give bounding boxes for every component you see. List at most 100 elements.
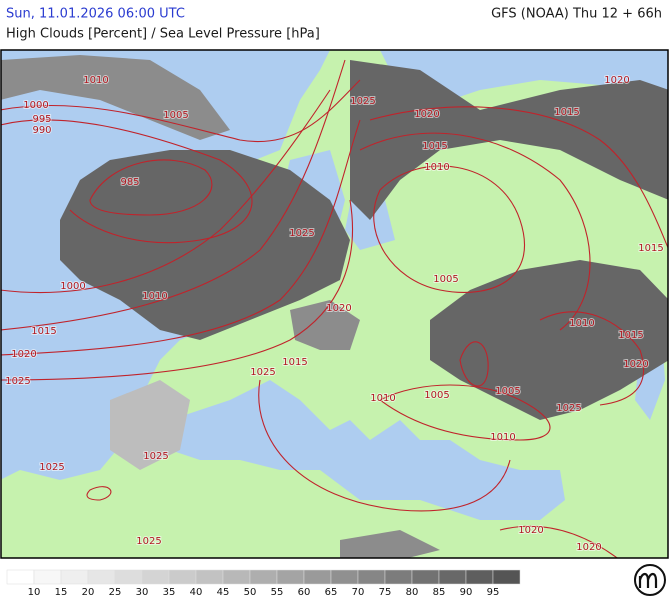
- isobar-label: 1020: [623, 359, 648, 370]
- isobar-label: 985: [120, 177, 139, 188]
- isobar-label: 1005: [433, 274, 458, 285]
- legend-swatch: [60, 569, 89, 585]
- legend-swatch: [222, 569, 251, 585]
- legend-label: 60: [298, 587, 311, 598]
- legend-label: 85: [433, 587, 446, 598]
- isobar-label: 1020: [414, 109, 439, 120]
- isobar-label: 1025: [143, 451, 168, 462]
- map-frame: [0, 49, 669, 559]
- isobar: [258, 379, 511, 512]
- isobar-label: 1015: [31, 326, 56, 337]
- isobar: [1, 89, 331, 294]
- model-info: GFS (NOAA) Thu 12 + 66h: [491, 7, 662, 22]
- isobar-label: 1010: [569, 318, 594, 329]
- isobar-label: 990: [32, 125, 51, 136]
- isobar-label: 1020: [604, 75, 629, 86]
- legend-label: 10: [28, 587, 41, 598]
- isobar-label: 1025: [136, 536, 161, 547]
- isobar-label: 1025: [39, 462, 64, 473]
- logo: [634, 564, 666, 596]
- isobar: [359, 132, 591, 331]
- cloud-band: [60, 150, 350, 340]
- cloud-central: [290, 300, 360, 350]
- isobar: [539, 311, 645, 406]
- isobar-label: 995: [32, 114, 51, 125]
- isobar-label: 1020: [518, 525, 543, 536]
- isobar-label: 1010: [424, 162, 449, 173]
- legend-swatch: [357, 569, 386, 585]
- legend-swatch: [195, 569, 224, 585]
- legend-swatch: [87, 569, 116, 585]
- isobar: [86, 486, 112, 501]
- isobar-label: 1015: [422, 141, 447, 152]
- legend-swatch: [411, 569, 440, 585]
- isobar: [373, 165, 526, 293]
- isobar: [1, 119, 253, 244]
- isobar-label: 1000: [23, 100, 48, 111]
- isobar-label: 1020: [11, 349, 36, 360]
- isobar-label: 1015: [638, 243, 663, 254]
- legend-label: 20: [82, 587, 95, 598]
- legend-label: 30: [136, 587, 149, 598]
- legend-label: 95: [487, 587, 500, 598]
- isobar-label: 1005: [424, 390, 449, 401]
- legend-swatch: [141, 569, 170, 585]
- legend-label: 80: [406, 587, 419, 598]
- legend-swatch: [384, 569, 413, 585]
- legend-label: 55: [271, 587, 284, 598]
- legend-swatch: [303, 569, 332, 585]
- mediterranean: [170, 380, 565, 520]
- isobar-label: 1005: [495, 386, 520, 397]
- legend-label: 45: [217, 587, 230, 598]
- isobar-label: 1015: [554, 107, 579, 118]
- legend-label: 90: [460, 587, 473, 598]
- isobar-label: 1010: [490, 432, 515, 443]
- legend-label: 40: [190, 587, 203, 598]
- legend-label: 75: [379, 587, 392, 598]
- legend-swatch: [114, 569, 143, 585]
- isobar-label: 1015: [618, 330, 643, 341]
- legend-swatch: [276, 569, 305, 585]
- isobar: [459, 341, 489, 387]
- isobar: [379, 384, 551, 441]
- isobar: [1, 119, 361, 356]
- legend-label: 70: [352, 587, 365, 598]
- legend-swatch: [330, 569, 359, 585]
- isobar-label: 1020: [576, 542, 601, 553]
- isobar: [89, 159, 213, 216]
- isobar-label: 1000: [60, 281, 85, 292]
- isobar-label: 1025: [289, 228, 314, 239]
- cloud-northeast: [350, 60, 668, 220]
- isobar-label: 1005: [163, 110, 188, 121]
- isobar-label: 1010: [83, 75, 108, 86]
- isobar-label: 1015: [282, 357, 307, 368]
- legend-swatch: [33, 569, 62, 585]
- run-time: Sun, 11.01.2026 06:00 UTC: [6, 7, 185, 22]
- legend: 10 15 20 25 30 35 40 45 50 55 60 65 70 75 80 85 90 95: [6, 569, 521, 598]
- legend-swatch: [168, 569, 197, 585]
- isobar-label: 1025: [350, 96, 375, 107]
- legend-label: 15: [55, 587, 68, 598]
- isobar: [499, 525, 619, 558]
- legend-swatch: [249, 569, 278, 585]
- isobar-label: 1010: [370, 393, 395, 404]
- isobar-label: 1020: [326, 303, 351, 314]
- legend-label: 65: [325, 587, 338, 598]
- isobar: [369, 106, 668, 250]
- cloud-east: [430, 260, 668, 420]
- isobar-label: 1025: [556, 403, 581, 414]
- isobar: [1, 59, 346, 331]
- isobar-label: 1010: [142, 291, 167, 302]
- legend-swatch: [465, 569, 494, 585]
- isobar-label: 1025: [5, 376, 30, 387]
- legend-swatch: [492, 569, 521, 585]
- cloud-north: [1, 55, 230, 140]
- legend-label: 25: [109, 587, 122, 598]
- cloud-west: [110, 380, 190, 470]
- legend-swatch: [6, 569, 35, 585]
- legend-label: 35: [163, 587, 176, 598]
- legend-swatch: [438, 569, 467, 585]
